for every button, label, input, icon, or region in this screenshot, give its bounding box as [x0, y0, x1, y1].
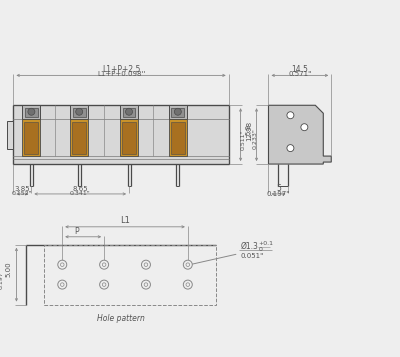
Circle shape [301, 124, 308, 131]
Circle shape [60, 283, 64, 286]
Circle shape [58, 280, 67, 289]
Bar [24, 122, 38, 154]
Text: P: P [74, 227, 78, 236]
Text: 0.341": 0.341" [70, 191, 90, 196]
Bar [22, 105, 40, 119]
Text: Ø1.3: Ø1.3 [241, 242, 258, 251]
Circle shape [287, 145, 294, 152]
Circle shape [126, 108, 132, 115]
Bar [120, 119, 138, 156]
Bar [169, 119, 187, 156]
Text: Hole pattern: Hole pattern [97, 314, 145, 323]
Bar [122, 108, 136, 117]
Circle shape [174, 108, 181, 115]
Circle shape [183, 280, 192, 289]
Bar [70, 105, 88, 119]
Text: 0.197": 0.197" [0, 268, 4, 289]
Bar [25, 108, 38, 117]
Text: 5: 5 [276, 185, 281, 193]
Circle shape [28, 108, 35, 115]
Bar [122, 122, 136, 154]
Bar [171, 122, 185, 154]
Text: 5.00: 5.00 [6, 262, 12, 277]
Text: 0.571": 0.571" [288, 71, 312, 77]
Circle shape [102, 263, 106, 266]
Circle shape [102, 283, 106, 286]
Circle shape [183, 260, 192, 269]
Text: L1: L1 [120, 216, 130, 225]
Circle shape [144, 263, 148, 266]
Circle shape [58, 260, 67, 269]
Circle shape [142, 280, 150, 289]
Bar [14, 105, 229, 164]
Text: 0.233": 0.233" [253, 128, 258, 149]
Bar [70, 119, 88, 156]
Circle shape [76, 108, 83, 115]
Circle shape [100, 260, 108, 269]
Circle shape [144, 283, 148, 286]
Text: 0: 0 [258, 247, 262, 252]
Text: 0.152": 0.152" [12, 191, 33, 196]
Text: 14.5: 14.5 [292, 65, 308, 74]
Circle shape [60, 263, 64, 266]
Circle shape [186, 263, 190, 266]
Circle shape [142, 260, 150, 269]
Text: 0.051": 0.051" [241, 253, 264, 259]
Text: L1+P+2.5: L1+P+2.5 [102, 65, 140, 74]
Bar [73, 108, 86, 117]
Text: 3.85: 3.85 [15, 186, 30, 192]
Bar [169, 105, 187, 119]
Bar [171, 108, 184, 117]
Text: 12.98: 12.98 [246, 121, 252, 141]
Circle shape [100, 280, 108, 289]
Bar [120, 105, 138, 119]
Bar [44, 245, 216, 305]
Bar [72, 122, 86, 154]
Text: +0.1: +0.1 [258, 241, 274, 246]
Text: 0.197": 0.197" [267, 191, 290, 197]
Text: 5.9: 5.9 [246, 124, 252, 135]
Text: 0.511": 0.511" [241, 129, 246, 150]
Polygon shape [268, 105, 331, 164]
Text: 8.65: 8.65 [72, 186, 88, 192]
Circle shape [287, 112, 294, 119]
Text: L1+P+0.098'': L1+P+0.098'' [97, 71, 145, 77]
Circle shape [186, 283, 190, 286]
Bar [22, 119, 40, 156]
Bar [8, 121, 14, 149]
